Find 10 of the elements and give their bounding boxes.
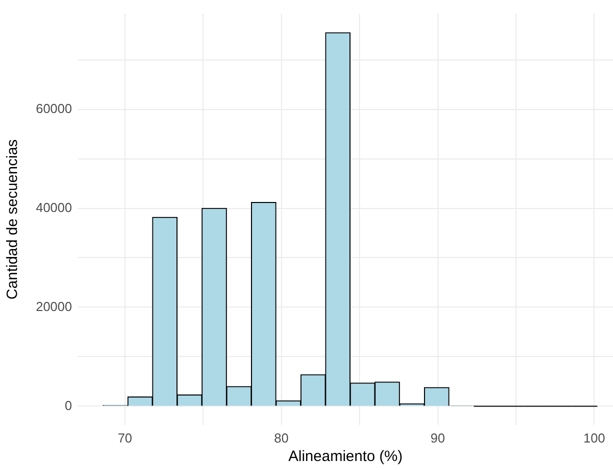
x-axis-title: Alineamiento (%) bbox=[288, 448, 403, 466]
y-axis-title: Cantidad de secuencias bbox=[4, 139, 22, 300]
x-tick-label: 80 bbox=[274, 430, 289, 446]
y-tick-label: 40000 bbox=[36, 200, 72, 215]
x-tick-label: 70 bbox=[118, 430, 132, 446]
y-tick-label: 60000 bbox=[36, 100, 72, 116]
y-tick-label: 20000 bbox=[36, 298, 72, 314]
x-tick-label: 90 bbox=[430, 430, 446, 446]
y-tick-label: 0 bbox=[64, 398, 72, 413]
x-tick-label: 100 bbox=[583, 430, 606, 446]
